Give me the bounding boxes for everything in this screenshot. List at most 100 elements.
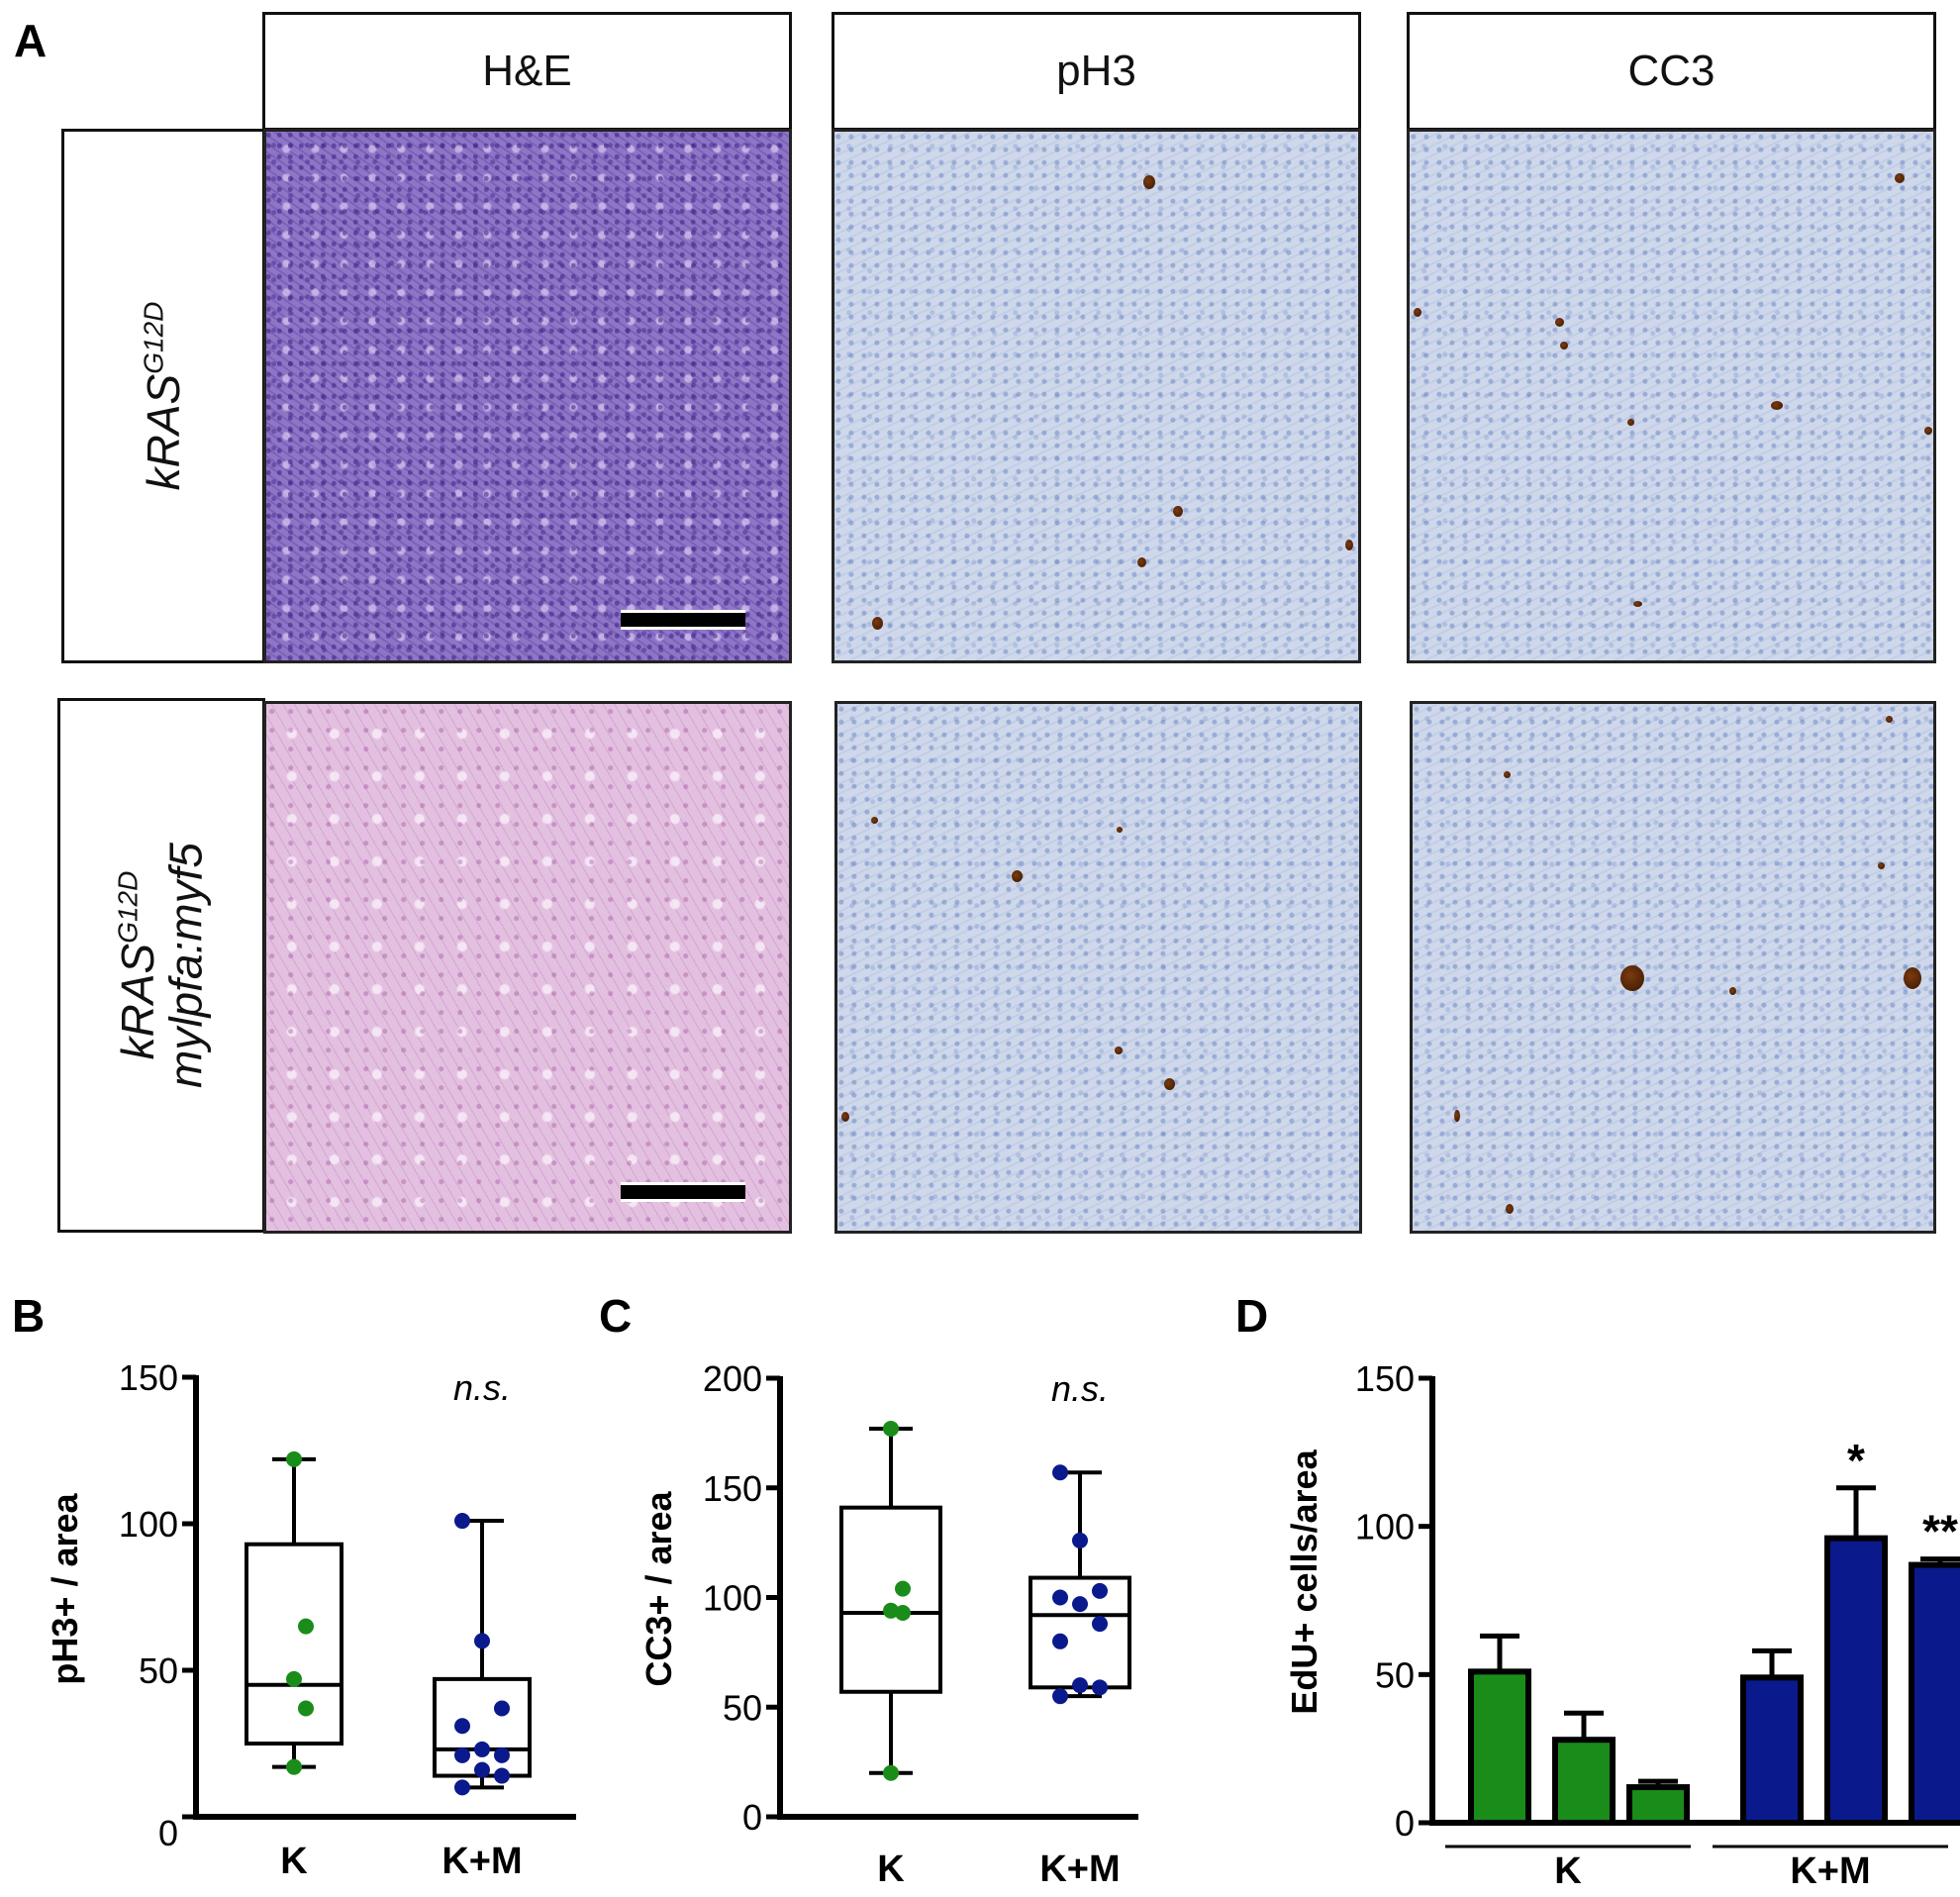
data-point	[454, 1513, 470, 1530]
data-point	[494, 1747, 510, 1763]
category-label: K+M	[441, 1841, 522, 1882]
data-point	[1072, 1532, 1088, 1548]
stained-nucleus	[841, 1112, 849, 1122]
panel-label-d: D	[1235, 1290, 1269, 1342]
data-point	[1092, 1679, 1108, 1696]
stained-nucleus	[1620, 965, 1644, 991]
stained-nucleus	[1555, 318, 1564, 327]
data-point	[494, 1700, 510, 1717]
panel-label-a: A	[14, 15, 48, 66]
data-point	[286, 1758, 302, 1775]
data-point	[1092, 1582, 1108, 1599]
marks: 0 50 100 150 K K+M n.s.	[119, 1357, 576, 1882]
ylabel: pH3+ / area	[45, 1492, 85, 1684]
data-point	[474, 1633, 490, 1649]
box	[245, 1542, 343, 1746]
stained-nucleus	[1117, 827, 1123, 833]
data-point	[895, 1580, 911, 1597]
data-point	[1092, 1616, 1108, 1633]
box	[839, 1505, 942, 1694]
y-tick-label: 200	[703, 1358, 762, 1399]
row-label-text: kRASG12D	[138, 301, 190, 491]
data-point	[1052, 1464, 1068, 1481]
stained-nucleus	[1345, 540, 1353, 550]
stained-nucleus	[1895, 173, 1905, 183]
bar	[1626, 1784, 1690, 1826]
chart-b: pH3+ / area 0 50 100 150 K K+M n.s.	[45, 1357, 576, 1882]
data-point	[474, 1741, 490, 1757]
stained-nucleus	[1173, 506, 1183, 517]
category-label: K	[280, 1841, 308, 1882]
panel-label-b: B	[12, 1290, 46, 1342]
stained-nucleus	[1924, 427, 1932, 435]
ylabel: CC3+ / area	[638, 1490, 679, 1686]
group-label: K+M	[1790, 1850, 1870, 1891]
stained-nucleus	[1729, 987, 1736, 995]
stained-nucleus	[1164, 1078, 1175, 1090]
micrograph-he-kras-myf5	[263, 701, 792, 1234]
bar	[1740, 1674, 1804, 1826]
chart-c: CC3+ / area 0 50 100 150 200 K K+M n.s.	[638, 1358, 1138, 1890]
data-point	[454, 1718, 470, 1735]
stained-nucleus	[872, 617, 883, 630]
y-tick-label: 150	[703, 1468, 762, 1509]
bar	[1552, 1737, 1616, 1827]
data-point	[286, 1450, 302, 1467]
significance-label: n.s.	[453, 1367, 511, 1408]
data-point	[883, 1420, 899, 1437]
stained-nucleus	[1012, 870, 1023, 882]
data-point	[298, 1700, 314, 1717]
stained-nucleus	[871, 817, 878, 824]
scale-bar	[621, 610, 745, 630]
y-tick-label: 150	[119, 1357, 178, 1398]
stained-nucleus	[1886, 716, 1893, 723]
panel-label-c: C	[599, 1290, 633, 1342]
y-tick-label: 50	[139, 1650, 178, 1691]
y-tick-label: 100	[703, 1578, 762, 1619]
data-point	[298, 1618, 314, 1635]
micrograph-cc3-kras	[1407, 129, 1936, 663]
data-point	[494, 1767, 510, 1784]
box	[1029, 1575, 1131, 1690]
stained-nucleus	[1633, 601, 1642, 607]
stained-nucleus	[1904, 967, 1921, 989]
data-point	[883, 1602, 899, 1619]
y-tick-label: 100	[119, 1504, 178, 1545]
data-point	[895, 1605, 911, 1622]
stained-nucleus	[1115, 1047, 1123, 1054]
micrograph-cc3-kras-myf5	[1410, 701, 1936, 1234]
data-point	[286, 1670, 302, 1687]
ylabel: EdU+ cells/area	[1284, 1448, 1324, 1714]
stained-nucleus	[1504, 771, 1511, 778]
micrograph-ph3-kras-myf5	[834, 701, 1362, 1234]
row-label-krasg12d: kRASG12D	[61, 129, 265, 663]
data-point	[1052, 1633, 1068, 1649]
data-point	[883, 1764, 899, 1781]
stained-nucleus	[1771, 401, 1783, 410]
scale-bar	[621, 1182, 745, 1202]
marks: 0 50 100 150 200 K K+M n.s.	[703, 1358, 1138, 1890]
box	[433, 1676, 532, 1778]
data-point	[1052, 1688, 1068, 1705]
micrograph-ph3-kras	[832, 129, 1361, 663]
micrograph-he-kras	[263, 129, 792, 663]
category-label: K	[877, 1848, 905, 1890]
stained-nucleus	[1878, 862, 1885, 869]
y-tick-label: 50	[723, 1687, 762, 1728]
y-tick-label: 0	[742, 1797, 762, 1838]
stained-nucleus	[1143, 175, 1155, 189]
column-header-he: H&E	[262, 12, 792, 131]
data-point	[1072, 1596, 1088, 1613]
row-label-krasg12d-myf5: kRASG12D mylpfa:myf5	[57, 698, 265, 1233]
stained-nucleus	[1414, 308, 1421, 317]
significance-label: n.s.	[1051, 1368, 1109, 1409]
row-label-text: kRASG12D mylpfa:myf5	[111, 843, 212, 1088]
y-tick-label: 0	[1395, 1803, 1415, 1844]
group-label: K	[1554, 1850, 1582, 1891]
y-tick-label: 100	[1355, 1507, 1415, 1548]
stained-nucleus	[1560, 342, 1568, 349]
category-label: K+M	[1039, 1848, 1120, 1890]
bar	[1824, 1535, 1888, 1826]
